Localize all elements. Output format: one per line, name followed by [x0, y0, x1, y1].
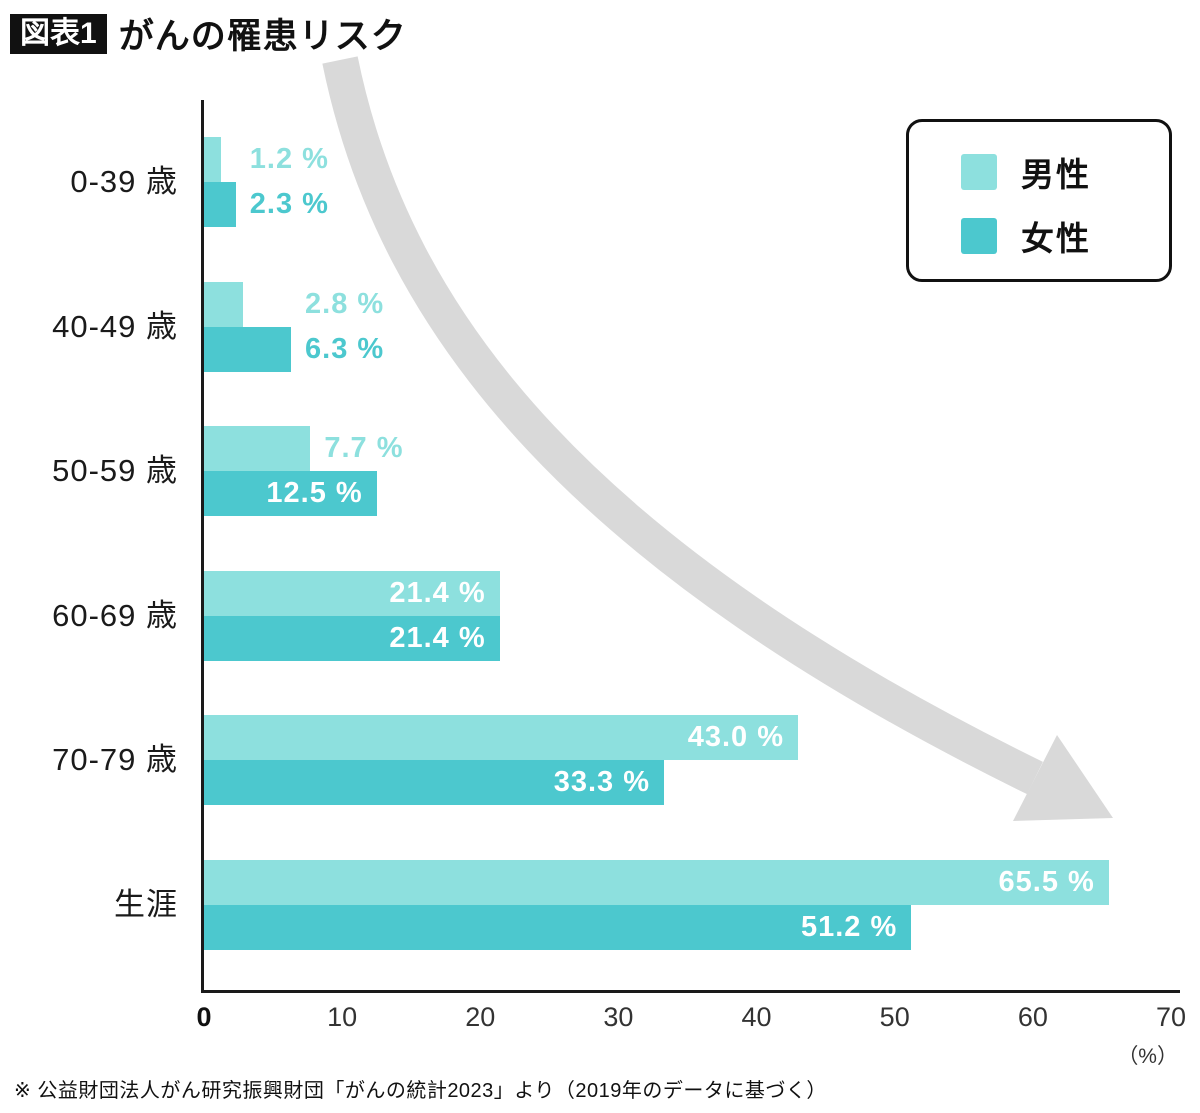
category-label: 生涯	[114, 886, 178, 922]
legend-swatch-male	[961, 154, 997, 190]
x-axis-ticks: 0 10 20 30 40 50 60 70	[0, 1002, 1200, 1038]
bar-value-label: 51.2 %	[800, 910, 898, 943]
chart-header: 図表1 がんの罹患リスク	[10, 8, 407, 59]
category-label: 60-69 歳	[52, 597, 178, 633]
bar-value-label: 21.4 %	[389, 576, 486, 609]
bar-女性-50-59 歳: 12.5 %	[204, 471, 377, 516]
bar-女性-生涯: 51.2 %	[204, 904, 912, 950]
bar-男性-60-69 歳: 21.4 %	[204, 570, 500, 616]
bar-value-label: 12.5 %	[266, 477, 363, 509]
x-tick-0: 0	[196, 1002, 212, 1032]
bar-男性-生涯: 65.5 %	[204, 859, 1109, 905]
bar-女性-40-49 歳	[204, 326, 292, 372]
legend: 男性 女性	[906, 119, 1172, 282]
bar-value-label: 1.2 %	[249, 143, 329, 175]
bar-value-label: 7.7 %	[324, 432, 404, 464]
x-tick-30: 30	[603, 1002, 634, 1032]
bar-row: 2.8 %	[204, 281, 1171, 327]
bar-row: 2.3 %	[204, 182, 1171, 227]
bar-value-label: 65.5 %	[998, 865, 1095, 898]
x-tick-70: 70	[1155, 1002, 1187, 1032]
bar-女性-70-79 歳: 33.3 %	[204, 760, 665, 805]
bar-row: 1.2 %	[204, 137, 1171, 182]
bar-男性-50-59 歳	[204, 426, 311, 471]
category-label: 0-39 歳	[70, 164, 178, 199]
bar-value-label: 43.0 %	[687, 721, 784, 753]
source-footnote: ※ 公益財団法人がん研究振興財団「がんの統計2023」より（2019年のデータに…	[14, 1080, 827, 1102]
bar-group: 7.7 % 12.5 %	[204, 426, 1171, 516]
category-label: 70-79 歳	[52, 742, 178, 777]
bar-group: 1.2 % 2.3 %	[204, 137, 1171, 227]
page-title: がんの罹患リスク	[118, 17, 407, 56]
bar-group: 65.5 % 51.2 %	[204, 859, 1171, 950]
bar-男性-70-79 歳: 43.0 %	[204, 715, 798, 760]
bar-row: 21.4 %	[204, 615, 1171, 661]
figure-badge: 図表1	[10, 13, 107, 54]
bar-row: 7.7 %	[204, 426, 1171, 471]
legend-item-female: 女性	[961, 210, 1169, 262]
bar-group: 43.0 % 33.3 %	[204, 715, 1171, 805]
bar-value-label: 2.3 %	[249, 188, 329, 220]
bar-row: 33.3 %	[204, 760, 1171, 805]
x-tick-20: 20	[465, 1002, 496, 1032]
bar-row: 51.2 %	[204, 904, 1171, 950]
x-tick-60: 60	[1017, 1002, 1048, 1032]
legend-label-male: 男性	[1021, 156, 1091, 193]
bar-value-label: 33.3 %	[553, 766, 651, 798]
bar-row: 12.5 %	[204, 471, 1171, 516]
bar-row: 6.3 %	[204, 326, 1171, 372]
y-axis-line	[201, 100, 204, 993]
bar-男性-40-49 歳	[204, 281, 243, 327]
category-label: 50-59 歳	[52, 453, 178, 488]
bar-group: 2.8 % 6.3 %	[204, 281, 1171, 372]
bar-女性-60-69 歳: 21.4 %	[204, 615, 500, 661]
x-axis-unit-label: （%）	[1117, 1045, 1178, 1068]
bar-男性-0-39 歳	[204, 137, 221, 182]
x-tick-10: 10	[327, 1002, 358, 1032]
bar-女性-0-39 歳	[204, 182, 236, 227]
x-axis-line	[201, 990, 1180, 993]
bar-value-label: 2.8 %	[305, 287, 385, 320]
x-tick-50: 50	[879, 1002, 910, 1032]
legend-item-male: 男性	[961, 146, 1169, 198]
bar-value-label: 21.4 %	[389, 621, 486, 654]
legend-swatch-female	[961, 218, 997, 254]
x-tick-40: 40	[741, 1002, 772, 1032]
bar-value-label: 6.3 %	[305, 332, 385, 365]
bar-row: 21.4 %	[204, 570, 1171, 616]
category-labels: 0-39 歳 40-49 歳 50-59 歳 60-69 歳 70-79 歳生涯	[0, 100, 188, 990]
bar-row: 65.5 %	[204, 859, 1171, 905]
bar-group: 21.4 % 21.4 %	[204, 570, 1171, 661]
category-label: 40-49 歳	[52, 308, 178, 344]
bar-row: 43.0 %	[204, 715, 1171, 760]
legend-label-female: 女性	[1021, 220, 1091, 257]
